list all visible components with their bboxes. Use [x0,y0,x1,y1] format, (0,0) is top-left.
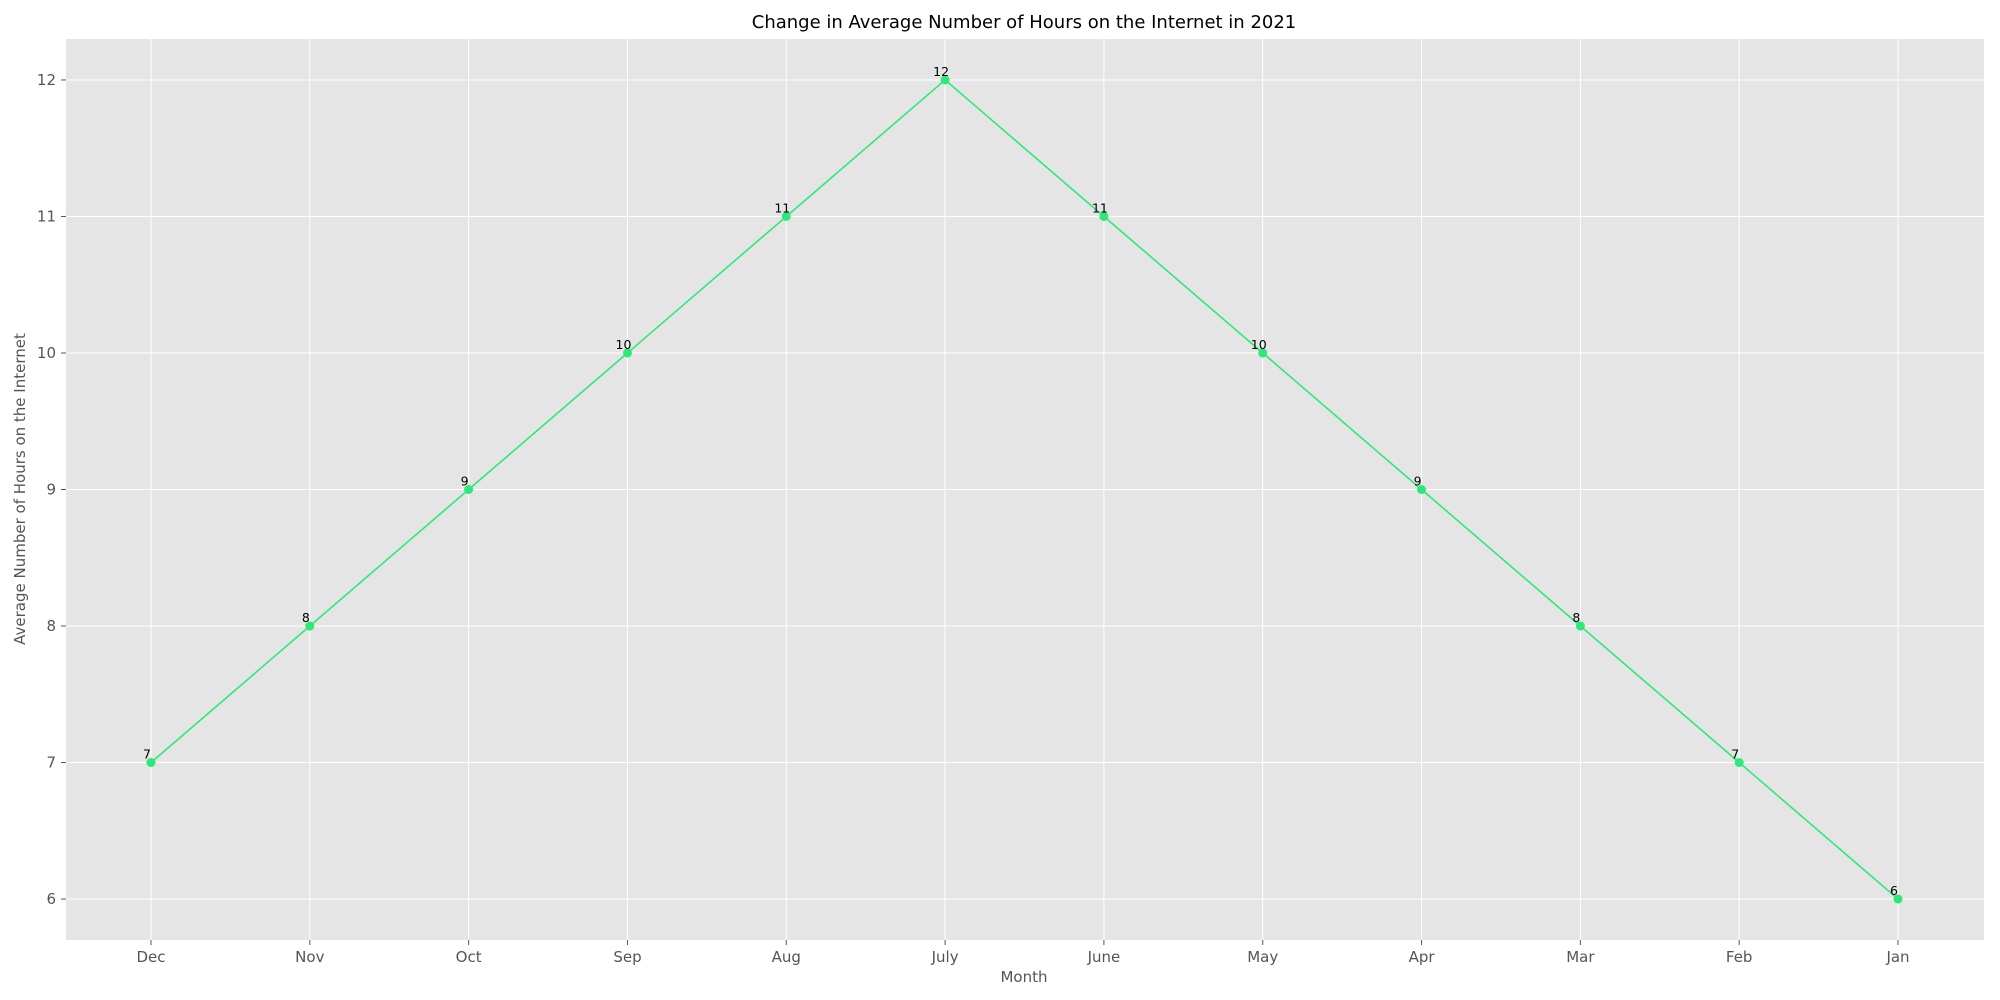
data-point [1734,758,1744,768]
x-axis-label: Month [1000,968,1047,986]
data-label: 9 [1414,474,1422,489]
y-axis-label: Average Number of Hours on the Internet [11,333,29,645]
data-point [1575,621,1585,631]
data-label: 10 [616,337,632,352]
data-points [146,75,1903,904]
data-point [1258,348,1268,358]
y-tick-label: 8 [46,617,56,635]
data-point [1893,894,1903,904]
x-tick-label: Nov [295,948,324,966]
data-point [1417,485,1427,494]
data-point [1099,211,1109,221]
x-tick-label: May [1247,948,1278,966]
x-tick-label: July [931,948,959,966]
data-label: 8 [1572,610,1580,625]
data-point [622,348,632,358]
y-tick-label: 7 [46,754,56,772]
data-label: 11 [1092,200,1108,215]
data-labels: 7 8 9 10 11 12 11 10 9 8 7 6 [143,64,1898,898]
y-tick-label: 11 [37,207,56,225]
y-tick-label: 12 [37,71,56,89]
data-label: 9 [461,474,469,489]
x-tick-label: Aug [772,948,801,966]
series-line-group [150,78,1899,900]
data-label: 8 [302,610,310,625]
data-label: 6 [1890,883,1898,898]
axis-ticks: 6 7 8 9 10 11 12 Dec Nov Oct Sep Aug July June May Apr M… [37,71,1910,966]
x-tick-label: Jan [1885,948,1909,966]
data-point [464,485,474,494]
data-point [940,75,950,85]
data-label: 7 [1731,747,1739,762]
x-tick-label: Apr [1409,948,1436,966]
x-tick-label: June [1087,948,1121,966]
x-tick-label: Oct [456,948,482,966]
x-tick-label: Mar [1566,948,1595,966]
y-tick-label: 6 [46,890,56,908]
series-line [150,78,1899,900]
x-tick-label: Feb [1726,948,1753,966]
data-label: 10 [1251,337,1267,352]
data-point [781,211,791,221]
y-tick-label: 10 [37,344,56,362]
x-tick-label: Dec [136,948,165,966]
chart-title: Change in Average Number of Hours on the… [752,12,1297,33]
data-label: 11 [774,200,790,215]
y-tick-label: 9 [46,481,56,499]
data-point [146,758,156,768]
x-tick-label: Sep [613,948,641,966]
data-label: 7 [143,747,151,762]
data-label: 12 [933,64,949,79]
data-point [305,621,315,631]
